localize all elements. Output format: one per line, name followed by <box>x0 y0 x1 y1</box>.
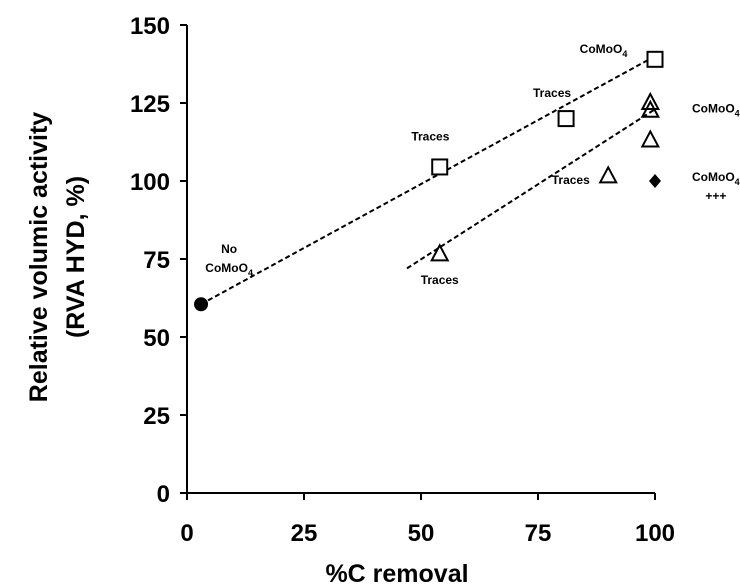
y-axis-title-line1: Relative volumic activity <box>25 112 53 403</box>
annotation: CoMoO4 +++ <box>692 170 740 203</box>
y-tick-label: 150 <box>130 13 170 40</box>
trendline <box>200 55 656 306</box>
annotation: Traces <box>421 273 459 287</box>
point-triangle <box>430 243 450 262</box>
x-tick-label: 50 <box>408 520 435 547</box>
y-tick-label: 125 <box>130 91 170 118</box>
x-tick-label: 0 <box>180 520 193 547</box>
y-tick-label: 100 <box>130 169 170 196</box>
annotation-text: Traces <box>552 173 590 187</box>
x-tick-label: 75 <box>525 520 552 547</box>
annotation: Traces <box>533 86 571 100</box>
x-axis-title: %C removal <box>325 560 468 587</box>
data-points <box>194 50 664 312</box>
point-triangle <box>640 91 660 110</box>
annotation: Traces <box>411 129 449 143</box>
x-tick-label: 25 <box>291 520 318 547</box>
point-square <box>431 158 449 176</box>
annotation-text: No <box>221 242 237 256</box>
point-diamond <box>649 174 661 188</box>
point-triangle <box>640 129 660 148</box>
annotation-text: CoMoO4 <box>205 261 253 278</box>
annotation-text: CoMoO4 <box>692 101 740 118</box>
annotation-text: CoMoO4 <box>692 170 740 187</box>
trendline <box>406 108 656 270</box>
y-tick-label: 75 <box>143 247 170 274</box>
annotation-text: +++ <box>705 189 726 203</box>
point-square <box>646 50 664 68</box>
y-tick-label: 0 <box>157 481 170 508</box>
annotation: No CoMoO4 <box>205 242 253 278</box>
point-square <box>557 110 575 128</box>
annotation-text: Traces <box>411 129 449 143</box>
annotation-text: CoMoO4 <box>580 42 628 59</box>
annotation: Traces <box>552 173 590 187</box>
point-triangle <box>598 165 618 184</box>
annotations: No CoMoO4 Traces Traces CoMoO4 CoMoO4 Traces Tr… <box>205 42 739 287</box>
annotation-text: Traces <box>533 86 571 100</box>
annotation-text: Traces <box>421 273 459 287</box>
y-tick-label: 50 <box>143 325 170 352</box>
axes: 0 25 50 75 100 125 150 0 25 50 75 100 <box>130 13 675 547</box>
point-circle <box>194 297 209 312</box>
annotation: CoMoO4 <box>692 101 740 118</box>
trendlines <box>200 55 656 306</box>
annotation: CoMoO4 <box>580 42 628 59</box>
y-tick-label: 25 <box>143 403 170 430</box>
y-axis-title-line2: (RVA HYD, %) <box>62 176 90 338</box>
x-tick-label: 100 <box>635 520 675 547</box>
